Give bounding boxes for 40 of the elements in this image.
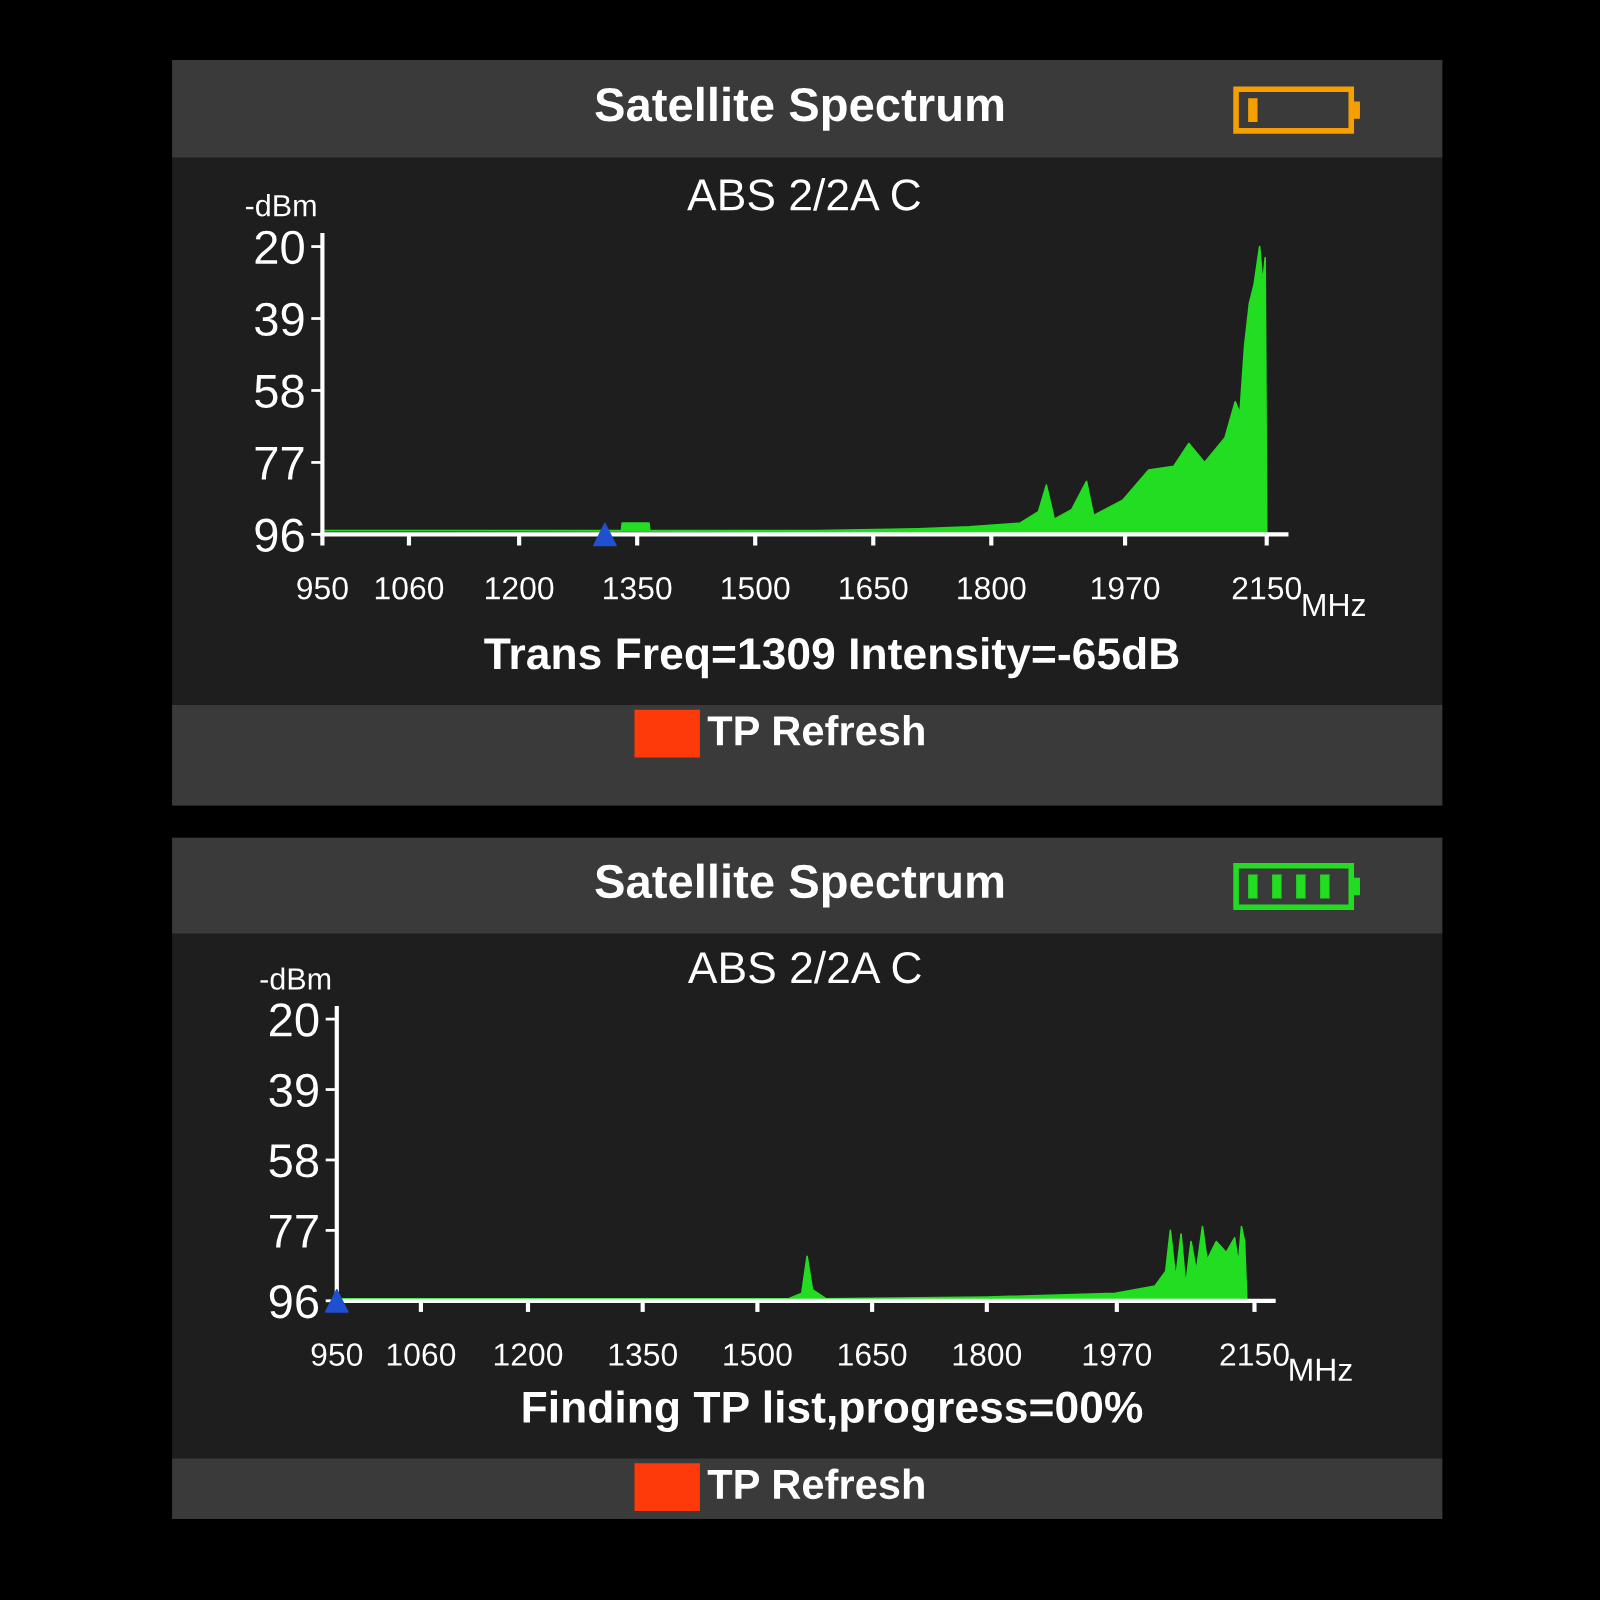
- y-tick-label: 77: [255, 447, 304, 480]
- x-tick-label: 1800: [958, 576, 1026, 600]
- x-tick-label: 1500: [724, 1343, 792, 1366]
- text: TP Refresh: [707, 714, 924, 746]
- y-tick-label: 58: [269, 1144, 319, 1178]
- x-tick-label: 1970: [1083, 1343, 1152, 1366]
- y-tick-label: 58: [255, 374, 304, 409]
- x-tick-label: 950: [297, 576, 348, 600]
- x-tick-label: 1650: [839, 1343, 907, 1366]
- x-tick-label: 1350: [604, 576, 672, 600]
- chart-subtitle: ABS 2/2A C: [687, 950, 921, 984]
- y-tick-label: 39: [269, 1073, 318, 1108]
- y-tick-label: 96: [255, 518, 304, 552]
- chart-subtitle: ABS 2/2A C: [687, 177, 921, 211]
- y-tick-label: 77: [270, 1215, 318, 1248]
- y-axis-title: -dBm: [260, 967, 331, 990]
- x-axis-title: MHz: [1290, 1358, 1352, 1381]
- y-axis-title: -dBm: [245, 194, 316, 217]
- x-tick-label: 2150: [1232, 576, 1302, 600]
- chart-title: Satellite Spectrum: [595, 863, 1004, 908]
- x-tick-label: 1650: [840, 576, 908, 600]
- y-tick-label: 39: [255, 302, 304, 337]
- text: TP Refresh: [707, 1468, 924, 1500]
- x-tick-label: 1200: [486, 576, 554, 600]
- y-tick-label: 20: [269, 1003, 319, 1037]
- x-axis-title: MHz: [1303, 593, 1365, 616]
- x-tick-label: 1060: [387, 1343, 456, 1366]
- x-tick-label: 1350: [609, 1343, 677, 1366]
- x-tick-label: 2150: [1220, 1343, 1289, 1366]
- x-tick-label: 950: [311, 1343, 363, 1366]
- y-tick-label: 96: [269, 1284, 319, 1319]
- x-tick-label: 1800: [953, 1343, 1022, 1366]
- y-tick-label: 20: [255, 230, 304, 265]
- text: Finding TP list,progress=00%: [523, 1390, 1143, 1433]
- x-tick-label: 1200: [494, 1343, 563, 1366]
- x-tick-label: 1500: [722, 576, 790, 600]
- chart-title: Satellite Spectrum: [595, 86, 1004, 131]
- text: Trans Freq=1309 Intensity=-65dB: [484, 636, 1179, 679]
- x-tick-label: 1060: [375, 576, 444, 600]
- x-tick-label: 1970: [1091, 576, 1160, 600]
